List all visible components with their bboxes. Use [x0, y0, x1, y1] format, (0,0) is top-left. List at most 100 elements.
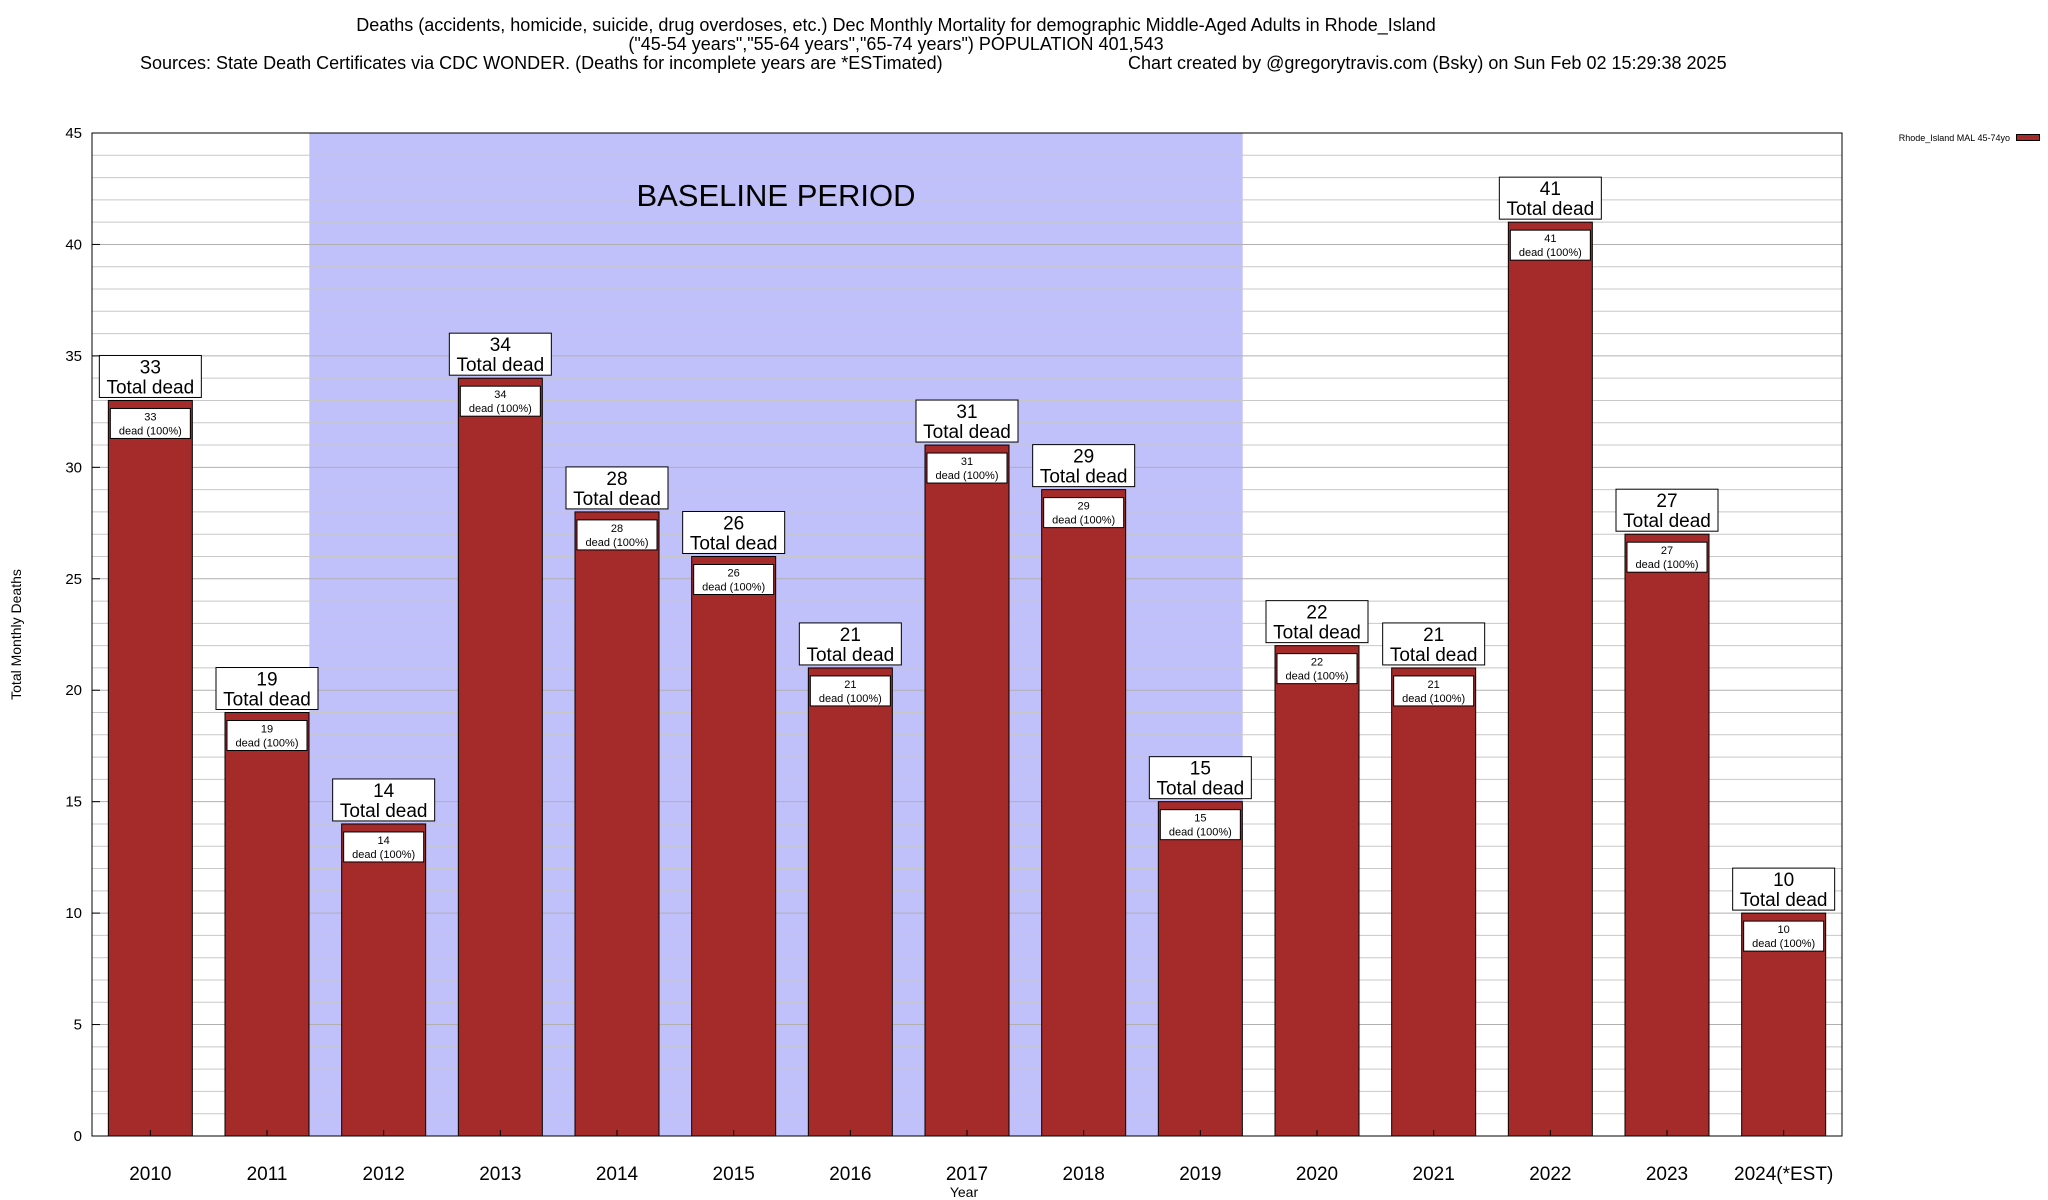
total-text-label: Total dead	[340, 801, 428, 822]
total-text-label: Total dead	[573, 489, 661, 510]
total-value-label: 41	[1540, 179, 1561, 200]
y-tick-label: 15	[65, 794, 82, 811]
segment-percent-label: dead (100%)	[1752, 938, 1815, 950]
segment-percent-label: dead (100%)	[469, 403, 532, 415]
chart-subtitle-row: Sources: State Death Certificates via CD…	[0, 53, 2048, 75]
total-label-box	[1032, 444, 1136, 488]
bar	[224, 712, 310, 1137]
bar	[341, 823, 427, 1137]
segment-label-box	[1043, 497, 1125, 529]
segment-value-label: 10	[1778, 924, 1790, 936]
bar	[1391, 667, 1477, 1137]
total-text-label: Total dead	[1273, 623, 1361, 644]
total-label-box	[915, 399, 1019, 443]
y-tick-label: 25	[65, 571, 82, 588]
x-tick-label: 2014	[596, 1164, 639, 1185]
segment-percent-label: dead (100%)	[702, 581, 765, 593]
total-label-box	[332, 778, 436, 822]
total-value-label: 15	[1190, 759, 1211, 780]
segment-percent-label: dead (100%)	[236, 738, 299, 750]
segment-value-label: 21	[844, 679, 856, 691]
segment-label-box	[459, 385, 541, 417]
total-label-box	[98, 354, 202, 398]
total-value-label: 14	[373, 781, 395, 802]
bar	[1507, 221, 1593, 1137]
bar	[1041, 489, 1127, 1137]
x-tick-label: 2013	[479, 1164, 521, 1185]
segment-value-label: 19	[261, 724, 273, 736]
segment-label-box	[1509, 229, 1591, 261]
bar	[457, 377, 543, 1137]
segment-label-box	[1743, 920, 1825, 952]
total-label-box	[1382, 622, 1486, 666]
segment-label-box	[926, 452, 1008, 484]
segment-percent-label: dead (100%)	[1636, 559, 1699, 571]
segment-percent-label: dead (100%)	[936, 470, 999, 482]
segment-value-label: 33	[144, 411, 156, 423]
total-value-label: 21	[1423, 625, 1444, 646]
segment-percent-label: dead (100%)	[1052, 515, 1115, 527]
segment-value-label: 34	[494, 389, 506, 401]
segment-value-label: 28	[611, 523, 623, 535]
segment-value-label: 31	[961, 456, 973, 468]
x-tick-label: 2022	[1529, 1164, 1571, 1185]
segment-label-box	[1393, 675, 1475, 707]
legend: Rhode_Island MAL 45-74yo	[1868, 131, 2040, 145]
bar	[574, 511, 660, 1137]
total-text-label: Total dead	[923, 422, 1011, 443]
total-value-label: 19	[256, 670, 277, 691]
segment-label-box	[809, 675, 891, 707]
total-label-box	[448, 332, 552, 376]
segment-value-label: 27	[1661, 545, 1673, 557]
total-text-label: Total dead	[1623, 511, 1711, 532]
y-tick-label: 45	[65, 125, 82, 142]
total-text-label: Total dead	[1040, 467, 1128, 488]
y-tick-label: 20	[65, 682, 82, 699]
segment-percent-label: dead (100%)	[1169, 827, 1232, 839]
total-label-box	[1732, 867, 1836, 911]
total-label-box	[565, 466, 669, 510]
total-value-label: 26	[723, 513, 744, 534]
segment-label-box	[1276, 653, 1358, 685]
legend-label: Rhode_Island MAL 45-74yo	[1898, 133, 2010, 143]
total-value-label: 21	[840, 625, 861, 646]
x-tick-label: 2020	[1296, 1164, 1338, 1185]
total-text-label: Total dead	[106, 377, 194, 398]
segment-label-box	[1159, 809, 1241, 841]
x-tick-label: 2015	[713, 1164, 755, 1185]
segment-value-label: 21	[1428, 679, 1440, 691]
total-text-label: Total dead	[223, 690, 311, 711]
segment-percent-label: dead (100%)	[1402, 693, 1465, 705]
total-value-label: 29	[1073, 447, 1094, 468]
y-tick-label: 5	[74, 1017, 82, 1034]
total-text-label: Total dead	[690, 533, 778, 554]
bar	[1274, 645, 1360, 1137]
bar	[1157, 801, 1243, 1137]
total-label-box	[1148, 756, 1252, 800]
baseline-label: BASELINE PERIOD	[636, 178, 915, 213]
total-label-box	[682, 510, 786, 554]
y-tick-label: 10	[65, 905, 82, 922]
total-value-label: 34	[490, 335, 512, 356]
x-tick-label: 2010	[129, 1164, 171, 1185]
segment-percent-label: dead (100%)	[1519, 247, 1582, 259]
x-tick-label: 2012	[363, 1164, 405, 1185]
segment-value-label: 41	[1544, 233, 1556, 245]
segment-value-label: 15	[1194, 813, 1206, 825]
total-text-label: Total dead	[1740, 890, 1828, 911]
total-text-label: Total dead	[1390, 645, 1478, 666]
y-tick-label: 35	[65, 348, 82, 365]
segment-percent-label: dead (100%)	[1286, 671, 1349, 683]
segment-percent-label: dead (100%)	[352, 849, 415, 861]
total-value-label: 31	[956, 402, 977, 423]
segment-value-label: 29	[1078, 501, 1090, 513]
total-label-box	[798, 622, 902, 666]
y-tick-label: 0	[74, 1128, 82, 1145]
segment-value-label: 26	[728, 567, 740, 579]
x-axis-label: Year	[950, 1184, 979, 1200]
total-value-label: 33	[140, 357, 161, 378]
total-text-label: Total dead	[1156, 779, 1244, 800]
x-tick-label: 2018	[1063, 1164, 1105, 1185]
x-tick-label: 2024(*EST)	[1734, 1164, 1833, 1185]
